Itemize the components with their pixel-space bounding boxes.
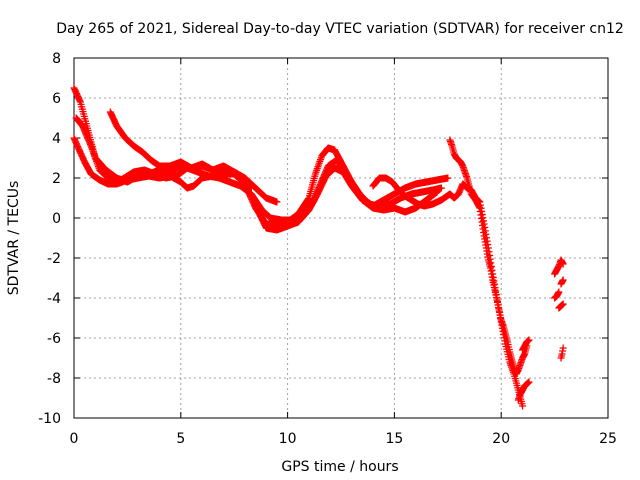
series-t8 <box>514 378 533 404</box>
series-t9 <box>519 336 533 354</box>
data-point <box>273 198 281 206</box>
x-axis-label: GPS time / hours <box>281 459 398 475</box>
data-point <box>559 344 567 352</box>
data-point <box>559 300 567 308</box>
series-t7 <box>446 136 531 378</box>
x-tick-label: 5 <box>176 431 185 447</box>
axis-ticks <box>73 57 609 419</box>
y-tick-label: -6 <box>47 331 61 347</box>
data-point <box>559 260 567 268</box>
series-t10 <box>551 256 567 278</box>
data-point <box>525 378 533 386</box>
data-point <box>519 402 527 410</box>
x-tick-label: 0 <box>70 431 79 447</box>
data-points <box>70 84 567 410</box>
x-tick-label: 10 <box>279 431 297 447</box>
series-t5 <box>106 108 281 206</box>
data-point <box>559 276 567 284</box>
x-tick-label: 15 <box>385 431 403 447</box>
grid-lines <box>74 58 608 418</box>
data-point <box>525 336 533 344</box>
y-tick-label: 6 <box>52 91 61 107</box>
y-tick-labels: -10 -8 -6 -4 -2 0 2 4 6 8 <box>38 51 61 427</box>
x-tick-label: 25 <box>599 431 617 447</box>
chart-title: Day 265 of 2021, Sidereal Day-to-day VTE… <box>56 21 624 37</box>
series-t14 <box>557 344 567 362</box>
series-t13 <box>555 300 567 312</box>
series-t11 <box>551 288 563 302</box>
x-tick-label: 20 <box>492 431 510 447</box>
y-tick-label: 8 <box>52 51 61 67</box>
y-tick-label: 2 <box>52 171 61 187</box>
y-tick-label: -8 <box>47 371 61 387</box>
data-point <box>437 184 445 192</box>
y-tick-label: 4 <box>52 131 61 147</box>
y-tick-label: -2 <box>47 251 61 267</box>
series-t12 <box>557 276 567 288</box>
y-axis-label: SDTVAR / TECUs <box>6 181 22 296</box>
data-point <box>433 188 441 196</box>
data-point <box>555 288 563 296</box>
y-tick-label: -4 <box>47 291 61 307</box>
plot-frame <box>73 57 609 419</box>
data-point <box>444 174 452 182</box>
x-tick-labels: 0 5 10 15 20 25 <box>70 431 617 447</box>
y-tick-label: 0 <box>52 211 61 227</box>
y-tick-label: -10 <box>38 411 61 427</box>
